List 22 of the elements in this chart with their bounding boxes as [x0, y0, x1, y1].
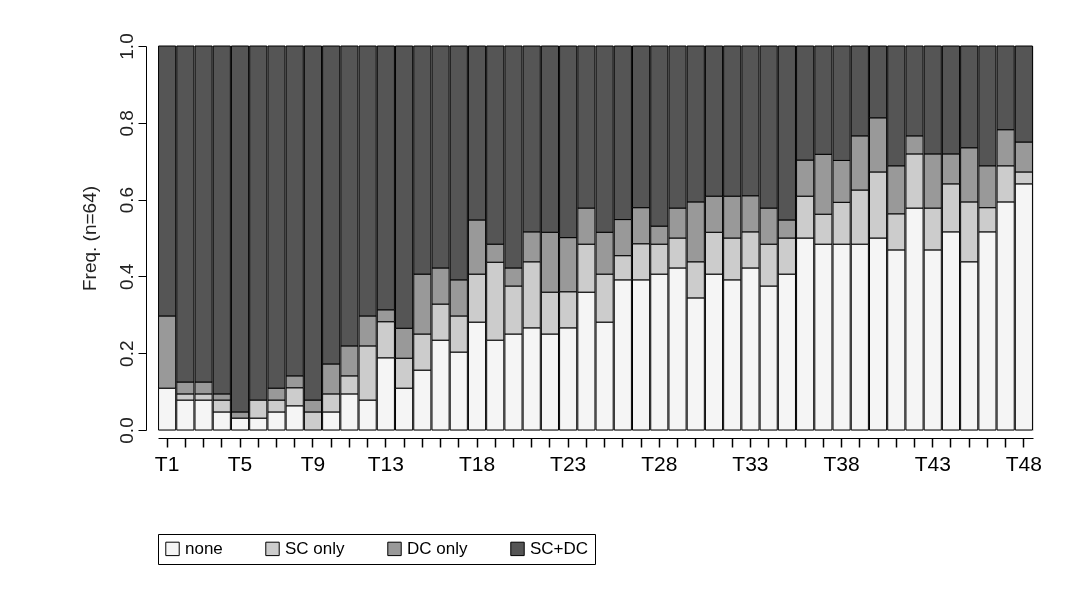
x-tick-label: T1: [154, 451, 180, 475]
y-tick-label: 1.0: [115, 33, 137, 60]
x-tick-label: T13: [367, 451, 404, 475]
x-tick-label: T38: [823, 451, 860, 475]
legend-label: SC+DC: [530, 538, 589, 558]
x-tick-label: T28: [641, 451, 678, 475]
x-tick-label: T9: [300, 451, 326, 475]
y-tick-label: 0.4: [115, 263, 137, 291]
x-tick-label: T48: [1005, 451, 1042, 475]
x-tick-label: T18: [458, 451, 496, 475]
legend-label: SC only: [285, 538, 346, 558]
y-tick-label: 0.8: [115, 110, 137, 137]
legend-label: none: [185, 538, 223, 558]
y-tick-label: 0.0: [115, 417, 137, 444]
y-axis-title: Freq. (n=64): [78, 185, 100, 292]
x-tick-label: T33: [732, 451, 769, 475]
x-tick-label: T43: [914, 451, 951, 475]
legend-label: DC only: [407, 538, 468, 558]
y-tick-label: 0.6: [115, 186, 137, 214]
y-tick-label: 0.2: [115, 340, 137, 367]
x-tick-label: T23: [550, 451, 587, 475]
x-tick-label: T5: [227, 451, 253, 475]
